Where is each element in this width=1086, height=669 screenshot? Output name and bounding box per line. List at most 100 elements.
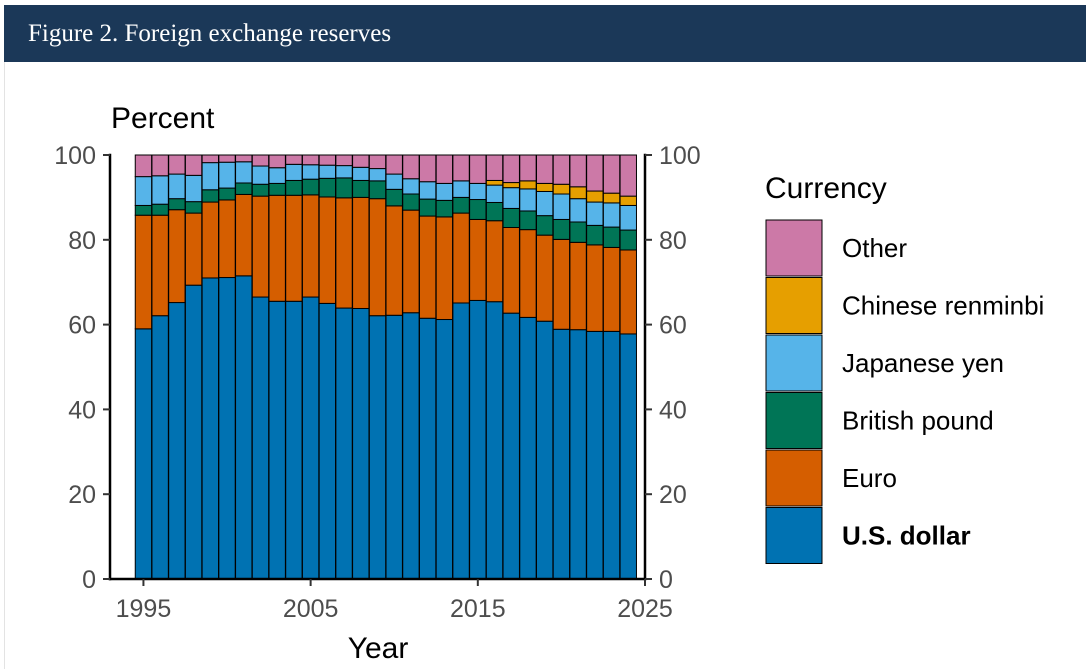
bar-1995-other: [134, 154, 153, 178]
bar-1997-other: [168, 154, 186, 175]
bar-2013-japanese-yen: [435, 182, 454, 201]
legend-key-japanese-yen: [765, 334, 823, 392]
bar-2022-euro: [586, 244, 604, 332]
legend: Other Chinese renminbi Japanese yen British…: [765, 219, 1044, 564]
bar-1996-euro: [151, 214, 169, 317]
bar-2012-u-s-dollar: [418, 317, 437, 580]
x-tick-label-2005: 2005: [283, 595, 339, 623]
bar-1999-other: [201, 154, 219, 164]
bar-2001-euro: [235, 193, 253, 277]
bar-2018-japanese-yen: [519, 188, 537, 212]
bar-2008-japanese-yen: [352, 166, 370, 181]
legend-key-chinese-renminbi: [765, 277, 823, 334]
legend-title: Currency: [765, 172, 887, 205]
bar-2015-other: [469, 154, 487, 184]
bar-2014-british-pound: [452, 196, 470, 214]
bar-1998-euro: [184, 212, 203, 286]
x-tick-label-2025: 2025: [617, 595, 673, 623]
bar-2024-u-s-dollar: [619, 333, 637, 580]
bar-2010-euro: [385, 205, 403, 316]
bar-2004-euro: [285, 194, 303, 302]
bar-2014-other: [452, 154, 470, 182]
bar-2012-japanese-yen: [418, 181, 437, 200]
bar-2009-u-s-dollar: [368, 315, 387, 580]
y-tick-label-right-0: 0: [659, 566, 673, 594]
y-tick-label-right-100: 100: [659, 142, 701, 170]
bar-1996-u-s-dollar: [151, 315, 169, 580]
y-tick-label-left-100: 100: [54, 142, 96, 170]
bar-1997-japanese-yen: [168, 173, 186, 200]
bar-2007-british-pound: [335, 177, 353, 199]
y-tick-label-right-40: 40: [659, 396, 687, 424]
bar-1995-euro: [134, 214, 153, 330]
bar-2005-u-s-dollar: [301, 296, 320, 580]
bar-2011-other: [402, 154, 420, 180]
bar-2014-u-s-dollar: [452, 302, 470, 580]
bar-2023-other: [602, 154, 621, 194]
bar-2021-british-pound: [569, 221, 587, 243]
y-tick-label-right-80: 80: [659, 227, 687, 255]
bar-2016-other: [485, 154, 504, 181]
axes-group: 0 0 20 20 40 40 60 60 80 80 100 100 1995 2005 2015 2025: [54, 142, 700, 623]
bar-2012-euro: [418, 215, 437, 319]
bar-2009-japanese-yen: [368, 168, 387, 182]
bar-2011-euro: [402, 209, 420, 314]
bar-2002-japanese-yen: [251, 165, 270, 185]
bar-2023-u-s-dollar: [602, 330, 621, 580]
bar-2008-british-pound: [352, 179, 370, 198]
x-tick-label-1995: 1995: [116, 595, 172, 623]
bar-2005-other: [301, 154, 320, 166]
y-axis-title: Percent: [111, 102, 215, 135]
bar-1999-u-s-dollar: [201, 277, 219, 580]
bar-2017-british-pound: [502, 207, 520, 228]
bar-1997-british-pound: [168, 198, 186, 211]
bar-2000-british-pound: [218, 187, 236, 201]
x-axis-title: Year: [348, 632, 409, 665]
bar-2015-euro: [469, 218, 487, 301]
bar-2001-japanese-yen: [235, 161, 253, 184]
y-tick-label-left-20: 20: [68, 481, 96, 509]
bar-2021-chinese-renminbi: [569, 186, 587, 200]
bar-2024-euro: [619, 249, 637, 335]
legend-label-other: Other: [842, 233, 907, 263]
bar-2007-u-s-dollar: [335, 307, 353, 580]
bar-2014-japanese-yen: [452, 180, 470, 198]
bar-1998-other: [184, 154, 203, 176]
bar-2021-japanese-yen: [569, 198, 587, 223]
bar-2020-chinese-renminbi: [552, 183, 571, 195]
legend-label-japanese-yen: Japanese yen: [842, 348, 1004, 378]
bar-2022-u-s-dollar: [586, 330, 604, 580]
bar-2017-chinese-renminbi: [502, 182, 520, 189]
bar-2004-other: [285, 154, 303, 165]
bar-2009-other: [368, 154, 387, 170]
bar-2003-british-pound: [268, 182, 286, 196]
bar-2023-japanese-yen: [602, 202, 621, 228]
bar-2023-chinese-renminbi: [602, 192, 621, 204]
bar-2003-u-s-dollar: [268, 300, 286, 580]
bar-2008-other: [352, 154, 370, 168]
bar-2007-euro: [335, 197, 353, 309]
bar-2004-british-pound: [285, 179, 303, 196]
bar-2006-u-s-dollar: [318, 302, 337, 580]
bar-2023-british-pound: [602, 226, 621, 248]
legend-key-british-pound: [765, 392, 823, 449]
bar-2010-japanese-yen: [385, 173, 403, 190]
bar-2024-british-pound: [619, 229, 637, 251]
legend-label-british-pound: British pound: [842, 406, 994, 436]
bar-2001-other: [235, 154, 253, 163]
legend-label-chinese-renminbi: Chinese renminbi: [842, 291, 1044, 321]
bar-2019-british-pound: [536, 215, 554, 236]
legend-key-euro: [765, 449, 823, 507]
bar-2019-u-s-dollar: [536, 320, 554, 580]
bar-2019-other: [536, 154, 554, 184]
bar-2019-euro: [536, 234, 554, 322]
legend-key-other: [765, 219, 823, 277]
bar-1998-british-pound: [184, 201, 203, 214]
bar-2013-british-pound: [435, 199, 454, 218]
bar-2016-chinese-renminbi: [485, 179, 504, 186]
bar-2021-u-s-dollar: [569, 329, 587, 580]
bar-2005-japanese-yen: [301, 164, 320, 180]
y-tick-label-left-80: 80: [68, 227, 96, 255]
bar-2018-chinese-renminbi: [519, 180, 537, 190]
bar-1995-japanese-yen: [134, 176, 153, 206]
